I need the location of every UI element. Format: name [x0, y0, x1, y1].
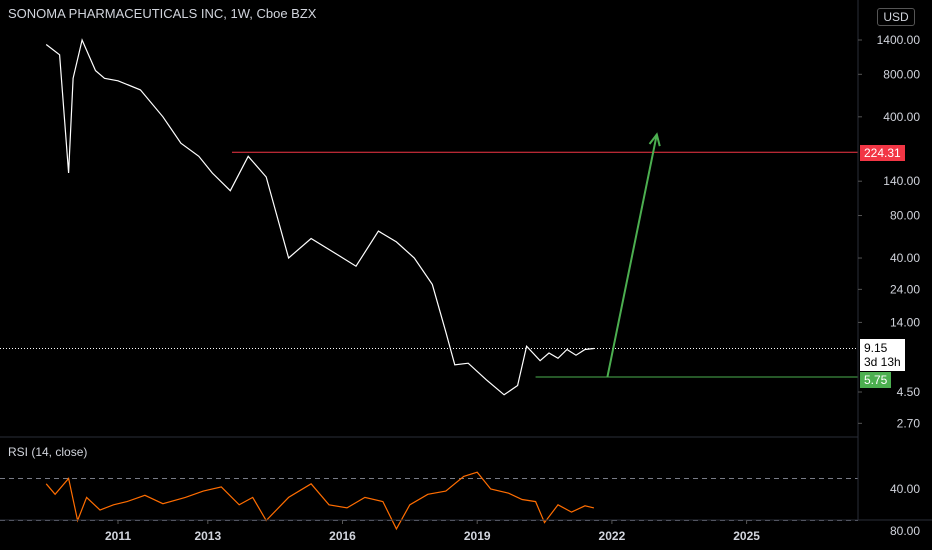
rsi-series-line[interactable] — [45, 471, 595, 531]
target-arrow-head — [648, 132, 661, 147]
time-tick-label: 2011 — [105, 529, 131, 543]
current-price-value: 9.15 — [864, 341, 888, 355]
price-tick-label: 24.00 — [890, 282, 920, 296]
rsi-tick-label: 40.00 — [890, 482, 920, 496]
target-arrow-shaft[interactable] — [606, 134, 658, 378]
time-tick-label: 2016 — [329, 529, 356, 543]
time-tick-label: 2013 — [194, 529, 221, 543]
price-tick-label: 40.00 — [890, 251, 920, 265]
price-tick-label: 4.50 — [897, 385, 921, 399]
symbol-title: SONOMA PHARMACEUTICALS INC, 1W, Cboe BZX — [8, 6, 317, 21]
rsi-pane[interactable]: 80.00 40.00 — [0, 436, 920, 538]
price-tick-label: 1400.00 — [877, 33, 921, 47]
price-tick-label: 80.00 — [890, 209, 920, 223]
time-tick-label: 2025 — [733, 529, 760, 543]
currency-button[interactable]: USD — [877, 8, 915, 26]
rsi-tick-label: 80.00 — [890, 524, 920, 538]
price-tick-label: 2.70 — [897, 416, 921, 430]
price-pane[interactable] — [0, 38, 858, 396]
time-tick-label: 2019 — [464, 529, 491, 543]
price-tick-label: 14.00 — [890, 315, 920, 329]
price-tick-label: 800.00 — [883, 67, 920, 81]
price-axis[interactable]: 1400.00 800.00 400.00 140.00 80.00 40.00 24.00… — [857, 0, 921, 520]
time-axis[interactable]: 2011 2013 2016 2019 2022 2025 — [0, 519, 932, 543]
time-tick-label: 2022 — [599, 529, 626, 543]
resistance-price-tag: 224.31 — [860, 145, 905, 161]
price-series-line[interactable] — [45, 38, 594, 396]
current-price-tag: 9.15 3d 13h — [860, 339, 905, 371]
bar-countdown: 3d 13h — [864, 355, 901, 369]
price-tick-label: 400.00 — [883, 110, 920, 124]
rsi-indicator-label[interactable]: RSI (14, close) — [8, 445, 88, 459]
support-price-tag: 5.75 — [860, 372, 892, 388]
price-tick-label: 140.00 — [883, 174, 920, 188]
